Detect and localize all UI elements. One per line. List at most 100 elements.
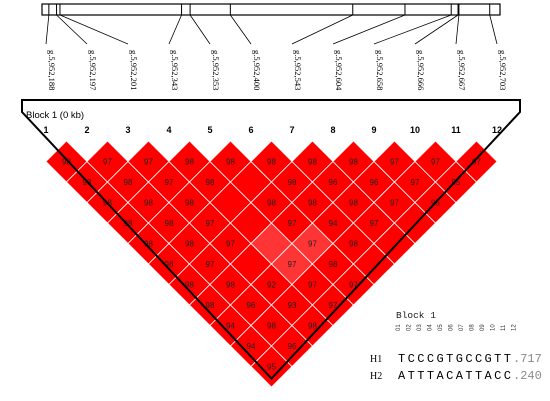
snp-label: g.5,952,703 — [498, 50, 508, 90]
snp-label: g.5,952,667 — [457, 50, 467, 90]
haplotype-column-index: 07 — [459, 324, 465, 331]
ld-cell-value: 97 — [472, 158, 481, 167]
snp-index: 3 — [125, 125, 130, 135]
snp-connector — [189, 14, 211, 45]
ld-cell-value: 98 — [349, 199, 358, 208]
haplotype-panel: Block 1 01 02 03 04 05 06 07 08 09 10 11 12 H1 TCCCGT… — [370, 310, 542, 383]
haplotype-frequency: .717 — [513, 352, 542, 366]
ld-cell-value: 98 — [124, 178, 133, 187]
ld-cell-value: 98 — [267, 158, 276, 167]
ld-cell-value: 98 — [329, 260, 338, 269]
snp-index: 9 — [371, 125, 376, 135]
ld-cell — [455, 140, 498, 183]
snp-connector — [45, 14, 50, 45]
haplotype-column-index: 03 — [417, 324, 423, 331]
haplotype-column-index: 05 — [438, 324, 444, 331]
ld-cell-value: 97 — [206, 219, 215, 228]
snp-label: g.5,952,343 — [170, 50, 180, 90]
haplotype-name: H2 — [370, 371, 382, 382]
ld-cell-value: 96 — [288, 342, 297, 351]
snp-connector — [332, 14, 406, 45]
ld-cell-value: 98 — [267, 199, 276, 208]
snp-index: 11 — [451, 125, 461, 135]
haplotype-column-index: 12 — [512, 324, 518, 331]
haplotype-column-index: 04 — [428, 324, 434, 331]
ld-cell-value: 97 — [308, 281, 317, 290]
snp-index: 6 — [248, 125, 253, 135]
ld-cell-value: 96 — [370, 178, 379, 187]
ld-cell-value: 97 — [165, 178, 174, 187]
ld-cell-value: 98 — [144, 240, 153, 249]
ld-cell-value: 98 — [206, 301, 215, 310]
snp-connector — [455, 14, 460, 45]
ld-cell-value: 93 — [288, 301, 297, 310]
snp-connector — [230, 14, 252, 45]
snp-index: 2 — [84, 125, 89, 135]
haplotype-name: H1 — [370, 354, 382, 365]
ld-cell-value: 98 — [185, 281, 194, 290]
ld-cell-value: 97 — [308, 240, 317, 249]
snp-index: 12 — [492, 125, 502, 135]
snp-index: 1 — [43, 125, 48, 135]
chromosome-ruler — [41, 3, 501, 16]
ld-cell-value: 97 — [226, 240, 235, 249]
ld-cell-value: 97 — [431, 158, 440, 167]
snp-index: 8 — [330, 125, 335, 135]
haplotype-column-index: 11 — [501, 324, 507, 331]
snp-connector — [168, 14, 182, 45]
ld-cell-value: 98 — [226, 281, 235, 290]
ld-cell-value: 98 — [288, 178, 297, 187]
haplotype-frequency: .240 — [513, 369, 542, 383]
ld-cell-value: 98 — [124, 219, 133, 228]
snp-label: g.5,952,188 — [47, 50, 57, 90]
snp-label: g.5,952,201 — [129, 50, 139, 90]
ld-cell-value: 97 — [206, 260, 215, 269]
ld-cell-value: 95 — [452, 178, 461, 187]
ld-cell-value: 94 — [247, 342, 256, 351]
ld-cell-value: 98 — [185, 199, 194, 208]
ld-cell-value: 97 — [390, 199, 399, 208]
snp-index: 5 — [207, 125, 212, 135]
ld-cell-value: 94 — [329, 219, 338, 228]
haplotype-sequence: ATTTACATTACC — [398, 369, 511, 383]
ld-cell-value: 98 — [165, 219, 174, 228]
snp-index: 4 — [166, 125, 171, 135]
ld-cell-value: 97 — [144, 158, 153, 167]
chromosome-bar — [41, 3, 501, 16]
snp-label: g.5,952,353 — [211, 50, 221, 90]
snp-connector — [373, 14, 452, 45]
snp-label: g.5,952,400 — [252, 50, 262, 90]
ld-cell-value: 98 — [349, 158, 358, 167]
ld-cell-value: 98 — [185, 240, 194, 249]
haplotype-column-index: 08 — [470, 324, 476, 331]
snp-connector — [291, 14, 353, 45]
haplotype-column-index: 01 — [396, 324, 402, 331]
ld-cell-value: 97 — [349, 281, 358, 290]
snp-label: g.5,952,197 — [88, 50, 98, 90]
ld-cell-value: 98 — [144, 199, 153, 208]
snp-connector — [59, 14, 129, 45]
snp-label: g.5,952,543 — [293, 50, 303, 90]
snp-connector — [414, 14, 459, 45]
ld-cell-value: 97 — [390, 158, 399, 167]
block-outline-shape — [21, 99, 521, 380]
ld-cell-value: 98 — [226, 158, 235, 167]
ld-cell-value: 97 — [103, 158, 112, 167]
ld-cell-value: 98 — [308, 322, 317, 331]
haplotype-column-index: 06 — [449, 324, 455, 331]
ld-cell-value: 96 — [329, 178, 338, 187]
ld-cell-value: 98 — [165, 260, 174, 269]
snp-index: 7 — [289, 125, 294, 135]
snp-index: 10 — [410, 125, 420, 135]
ld-cell-value: 98 — [308, 158, 317, 167]
block-outline — [21, 99, 521, 380]
ld-cell-value: 98 — [206, 178, 215, 187]
ld-cell-value: 95 — [267, 363, 276, 372]
ld-cell-value: 98 — [62, 158, 71, 167]
haplotype-title: Block 1 — [396, 310, 436, 321]
ld-cells — [45, 140, 498, 388]
haplotype-sequence: TCCCGTGCCGTT — [398, 352, 511, 366]
ld-cell-value: 94 — [226, 322, 235, 331]
